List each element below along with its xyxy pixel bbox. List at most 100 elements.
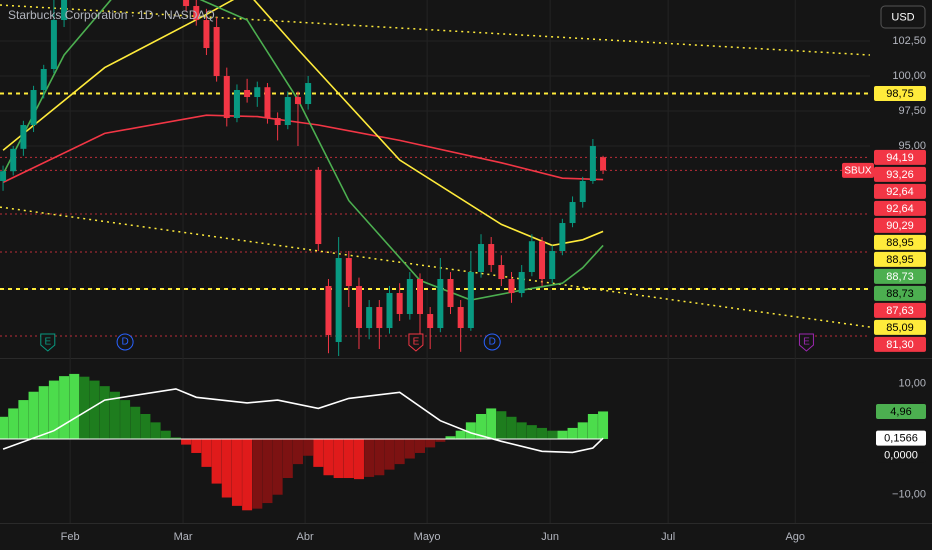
histogram-bar: [303, 439, 314, 456]
histogram-bar: [323, 439, 334, 476]
candle-body: [366, 307, 373, 329]
price-label-box: [874, 319, 926, 335]
histogram-bar: [0, 416, 9, 440]
candle-body: [183, 0, 190, 7]
currency-button[interactable]: [880, 5, 926, 29]
histogram-bar: [181, 439, 192, 445]
price-label: 85,09: [886, 322, 914, 334]
y-tick-label: 100,00: [892, 70, 926, 82]
x-tick-label: Mayo: [414, 531, 441, 543]
histogram-bar: [526, 425, 537, 440]
event-label: D: [489, 337, 496, 348]
histogram-bar: [598, 411, 609, 440]
x-tick-label: Mar: [174, 531, 193, 543]
price-label: 94,19: [886, 152, 914, 164]
price-label-box: [874, 302, 926, 318]
histogram-bar: [99, 386, 110, 440]
price-label-box: [874, 166, 926, 182]
histogram-bar: [476, 414, 487, 440]
candle-body: [478, 244, 485, 273]
price-label-box: [874, 336, 926, 352]
histogram-bar: [587, 414, 598, 440]
histogram-bar: [384, 439, 395, 470]
histogram-bar: [486, 408, 497, 440]
histogram-bar: [272, 439, 283, 495]
candle-body: [284, 97, 291, 126]
candle-body: [355, 286, 362, 329]
price-label: 98,75: [886, 88, 914, 100]
histogram-bar: [577, 422, 588, 440]
currency-label[interactable]: USD: [891, 11, 914, 23]
histogram-bar: [425, 439, 436, 448]
candle-body: [305, 83, 312, 105]
event-icon: [798, 333, 814, 352]
histogram-bar: [415, 439, 425, 453]
histogram-bar: [394, 439, 405, 465]
histogram-bar: [465, 422, 476, 440]
histogram-bar: [191, 439, 202, 453]
candle-body: [30, 90, 37, 126]
histogram-bar: [445, 436, 456, 440]
symbol-tag: [842, 162, 874, 178]
histogram-bar: [48, 380, 59, 440]
histogram-bar: [404, 439, 415, 459]
price-label-box: [874, 217, 926, 233]
symbol-label: SBUX: [844, 166, 872, 177]
price-label: 81,30: [886, 339, 914, 351]
histogram-bar: [537, 427, 548, 440]
price-label-box: [874, 86, 926, 102]
price-label: 88,95: [886, 237, 914, 249]
candle-body: [274, 118, 281, 126]
y-tick-label: −10,00: [892, 489, 926, 501]
x-tick-label: Feb: [61, 531, 80, 543]
candle-body: [579, 181, 586, 203]
candle-body: [406, 279, 413, 315]
event-icon: [408, 333, 424, 352]
labels: 102,50 100,00 97,50 95,00 E D E D E 98,75 94,19 93,…: [40, 35, 926, 501]
histogram-bar: [140, 414, 151, 440]
y-tick-label: 97,50: [898, 105, 926, 117]
histogram-bar: [516, 422, 527, 440]
candle-body: [386, 293, 393, 329]
histogram-bar: [59, 376, 70, 440]
candle-body: [244, 90, 251, 98]
candle-body: [20, 125, 27, 149]
y-tick-label: 10,00: [898, 377, 926, 389]
candle-body: [203, 20, 210, 49]
x-tick-label: Jun: [541, 531, 559, 543]
candle-body: [417, 279, 423, 315]
histogram-bar: [231, 439, 242, 506]
histogram-bar: [8, 408, 19, 440]
event-label: D: [121, 337, 128, 348]
histogram-bar: [221, 439, 232, 498]
candle-body: [518, 272, 525, 294]
x-tick-label: Jul: [661, 531, 675, 543]
histogram-bar: [364, 439, 375, 477]
candle-body: [0, 171, 7, 182]
candle-body: [325, 286, 332, 336]
candle-body: [233, 90, 240, 119]
value-label: 0,1566: [884, 433, 918, 445]
histogram-bar: [79, 376, 90, 440]
moving-average: [2, 0, 604, 301]
candle-body: [437, 279, 444, 329]
candle-body: [10, 148, 17, 172]
price-label: 88,73: [886, 288, 914, 300]
histogram-bar: [109, 391, 120, 440]
candle-body: [396, 293, 403, 315]
histogram-bar: [18, 400, 29, 440]
price-label: 88,73: [886, 271, 914, 283]
candle-body: [467, 272, 474, 329]
candle-body: [549, 251, 556, 280]
price-label: 92,64: [886, 203, 914, 215]
price-label-box: [874, 149, 926, 165]
price-label-box: [874, 183, 926, 199]
price-label-box: [874, 251, 926, 267]
price-label: 92,64: [886, 186, 914, 198]
histogram-bar: [89, 380, 100, 440]
candle-body: [315, 169, 322, 245]
value-label: 4,96: [890, 406, 911, 418]
